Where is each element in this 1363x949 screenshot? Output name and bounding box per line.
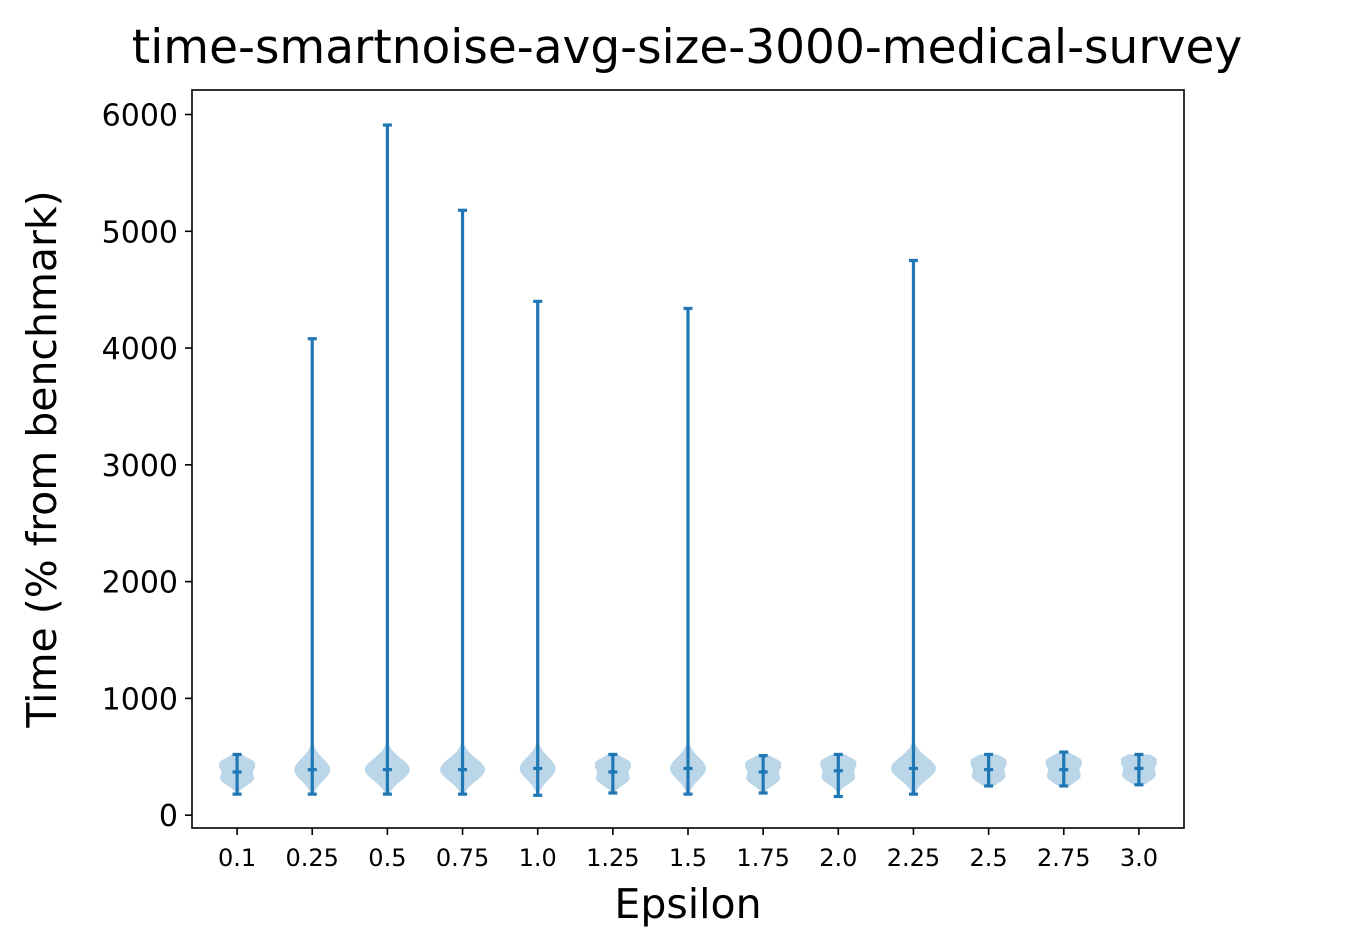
y-axis: 0 1000 2000 3000 4000 5000 6000: [102, 99, 192, 834]
y-tick-label: 6000: [102, 99, 178, 134]
plot-area: [219, 123, 1157, 799]
y-tick-label: 0: [159, 799, 178, 834]
x-tick-label: 2.25: [887, 844, 940, 872]
y-tick-label: 1000: [102, 682, 178, 717]
x-tick-label: 0.25: [286, 844, 339, 872]
y-tick-label: 3000: [102, 449, 178, 484]
y-tick-label: 2000: [102, 566, 178, 601]
x-tick-label: 0.1: [218, 844, 256, 872]
x-tick-label: 0.5: [368, 844, 406, 872]
chart-title: time-smartnoise-avg-size-3000-medical-su…: [132, 20, 1242, 75]
x-tick-label: 0.75: [436, 844, 489, 872]
x-tick-label: 1.0: [519, 844, 557, 872]
x-tick-label: 1.75: [736, 844, 789, 872]
y-tick-label: 4000: [102, 332, 178, 367]
x-axis: 0.1 0.25 0.5 0.75 1.0 1.25 1.5 1.75 2.0 2.25 2.5 2.…: [218, 828, 1158, 872]
x-tick-label: 2.5: [970, 844, 1008, 872]
x-tick-label: 2.0: [819, 844, 857, 872]
x-tick-label: 1.25: [586, 844, 639, 872]
x-tick-label: 1.5: [669, 844, 707, 872]
y-axis-label: Time (% from benchmark): [18, 190, 66, 728]
x-axis-label: Epsilon: [614, 880, 761, 928]
y-tick-label: 5000: [102, 215, 178, 250]
x-tick-label: 3.0: [1120, 844, 1158, 872]
x-tick-label: 2.75: [1037, 844, 1090, 872]
